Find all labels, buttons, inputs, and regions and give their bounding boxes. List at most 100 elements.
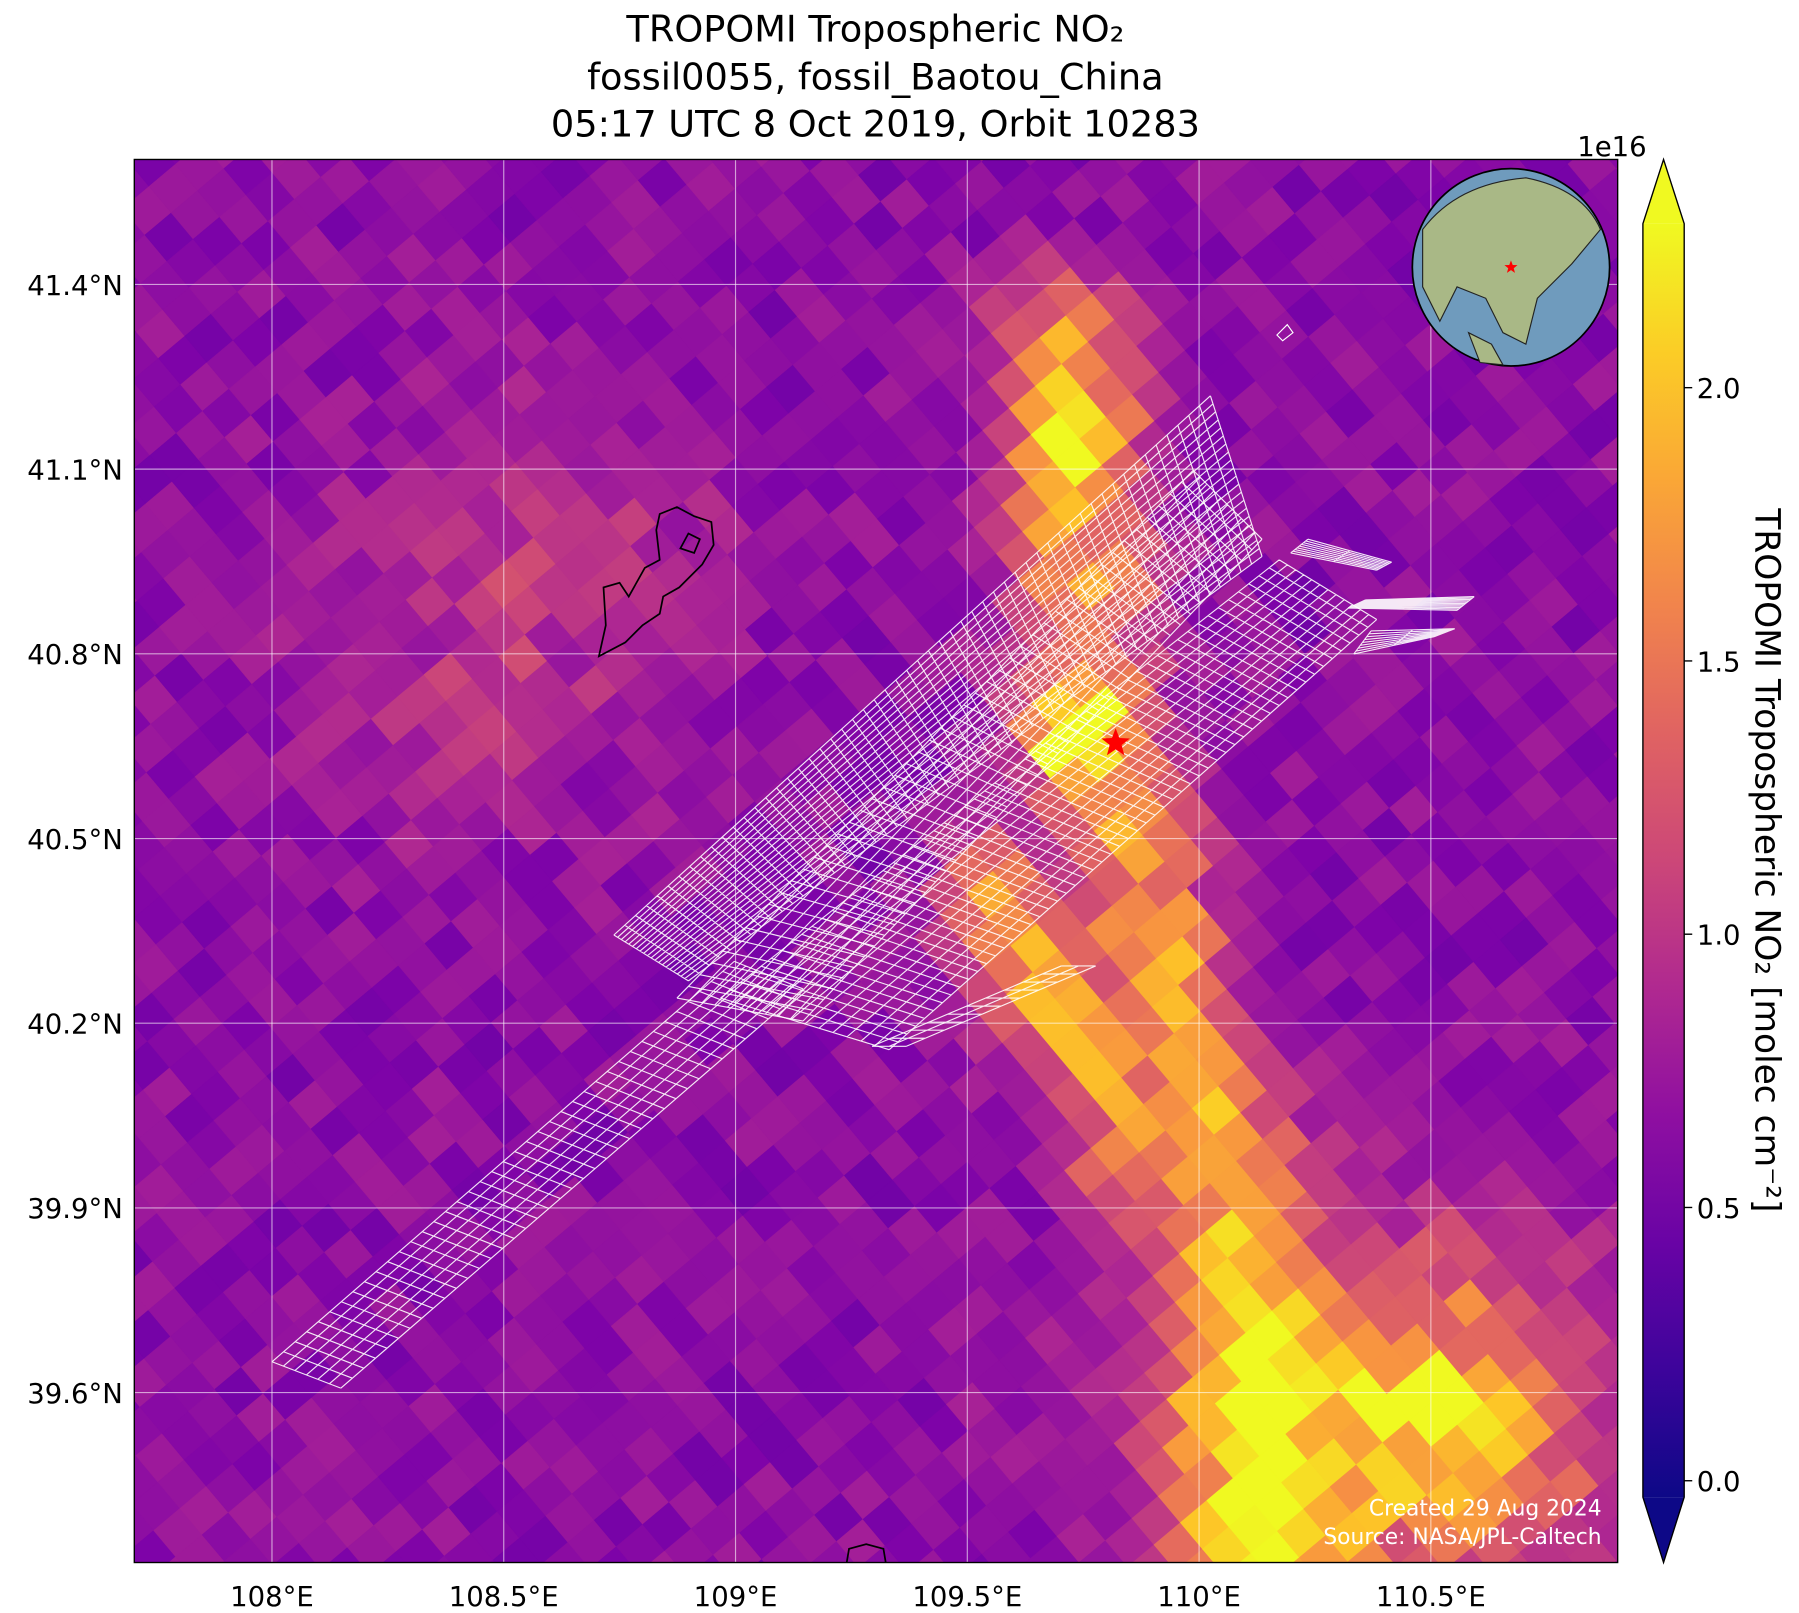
field-tile	[1587, 753, 1618, 804]
field-tile	[395, 159, 396, 160]
field-tile	[1600, 885, 1618, 920]
field-tile	[1294, 159, 1307, 166]
title-line: 05:17 UTC 8 Oct 2019, Orbit 10283	[551, 103, 1200, 146]
field-tile	[1339, 159, 1360, 170]
field-tile	[1579, 1119, 1618, 1170]
colorbar-label: TROPOMI Tropospheric NO₂ [molec cm⁻²]	[1746, 507, 1786, 1212]
axes: 108°E 108.5°E 109°E 109.5°E 110°E 110.5°E 39.6…	[27, 270, 1486, 1613]
field-tile	[757, 1558, 766, 1563]
field-tile	[564, 1569, 612, 1613]
globe-site-marker	[1504, 260, 1518, 273]
field-tile	[382, 1551, 406, 1563]
field-tile	[1613, 750, 1618, 760]
field-tile	[1024, 159, 1039, 167]
field-tile	[1582, 533, 1618, 584]
colorbar-extend-min	[1642, 1497, 1685, 1563]
field-tile	[1249, 159, 1253, 162]
field-tile	[1594, 391, 1618, 438]
colorbar-body	[1642, 223, 1685, 1498]
field-tile	[1597, 1200, 1618, 1242]
field-tile	[79, 403, 128, 451]
field-tile	[755, 159, 771, 168]
field-tile	[134, 328, 137, 335]
field-tile	[1611, 1334, 1618, 1349]
field-tile	[1593, 1245, 1618, 1293]
field-tile	[1576, 313, 1618, 363]
field-tile	[530, 159, 557, 173]
field-tile	[1449, 107, 1498, 156]
swath-grid	[1290, 538, 1392, 571]
field-tile	[436, 1555, 451, 1563]
field-tile	[1614, 1560, 1618, 1563]
coastline	[597, 506, 715, 658]
field-tile	[1563, 159, 1575, 165]
field-tile	[1560, 1556, 1574, 1563]
field-tile	[1590, 436, 1618, 486]
field-tile	[277, 102, 326, 151]
field-tile	[350, 159, 396, 182]
field-tile	[134, 1131, 140, 1143]
colorbar-tick-label: 1.0	[1697, 920, 1741, 952]
field-tile	[1069, 159, 1093, 171]
field-tile	[1132, 1544, 1170, 1563]
field-tile	[305, 159, 343, 178]
swath-grid	[871, 965, 1096, 1047]
field-tile	[78, 1257, 127, 1305]
x-tick-label: 108°E	[230, 1581, 314, 1613]
field-tile	[1428, 159, 1467, 179]
field-tile	[1584, 1339, 1618, 1390]
field-tile	[223, 1538, 272, 1563]
no2-field	[76, 102, 1618, 1613]
field-tile	[1574, 899, 1618, 949]
field-tile	[260, 159, 290, 174]
field-tile	[971, 1553, 990, 1563]
field-tile	[1573, 630, 1618, 680]
map-area	[76, 102, 1618, 1613]
colorbar-tick-label: 1.5	[1697, 646, 1741, 678]
field-tile	[833, 1568, 881, 1613]
field-tile	[1030, 1535, 1080, 1563]
field-tile	[134, 1453, 137, 1458]
field-tile	[1571, 1216, 1618, 1267]
x-tick-label: 110.5°E	[1376, 1581, 1486, 1613]
field-tile	[1594, 1514, 1618, 1562]
field-tile	[1589, 167, 1618, 218]
field-tile	[1384, 159, 1414, 174]
y-tick-label: 41.1°N	[27, 454, 123, 486]
x-tick-label: 109°E	[694, 1581, 778, 1613]
field-tile	[889, 159, 932, 180]
field-tile	[492, 1537, 541, 1563]
land	[1467, 331, 1504, 366]
field-tile	[81, 940, 130, 988]
map-frame	[133, 158, 1619, 1564]
field-tile	[84, 354, 133, 403]
field-tile	[800, 159, 825, 172]
swath-grid	[676, 469, 1263, 1022]
target-swaths	[271, 395, 1475, 1389]
credit-text: Created 29 Aug 2024	[1369, 1496, 1602, 1521]
field-tile	[1602, 1424, 1618, 1456]
y-tick-label: 39.6°N	[27, 1378, 123, 1410]
field-tile	[1604, 571, 1618, 599]
field-tile	[1605, 840, 1618, 867]
field-tile	[1598, 1469, 1618, 1509]
colorbar-tick-label: 0.0	[1697, 1466, 1741, 1498]
field-tile	[440, 159, 450, 164]
field-tile	[171, 159, 182, 165]
field-tile	[844, 159, 879, 176]
colorbar-offset-label: 1e16	[1577, 131, 1646, 163]
y-tick-label: 39.9°N	[27, 1193, 123, 1225]
field-tile	[1589, 1291, 1618, 1341]
field-tile	[76, 720, 125, 769]
y-tick-label: 41.4°N	[27, 270, 123, 302]
colorbar-tick-label: 0.5	[1697, 1193, 1741, 1225]
field-tile	[1570, 947, 1618, 998]
field-tile	[1572, 361, 1618, 412]
field-tile	[1611, 211, 1618, 224]
field-tile	[1239, 1552, 1260, 1563]
x-tick-label: 109.5°E	[912, 1581, 1022, 1613]
swath-grid	[1353, 628, 1455, 655]
field-tile	[811, 1540, 856, 1563]
field-tile	[168, 1556, 182, 1563]
